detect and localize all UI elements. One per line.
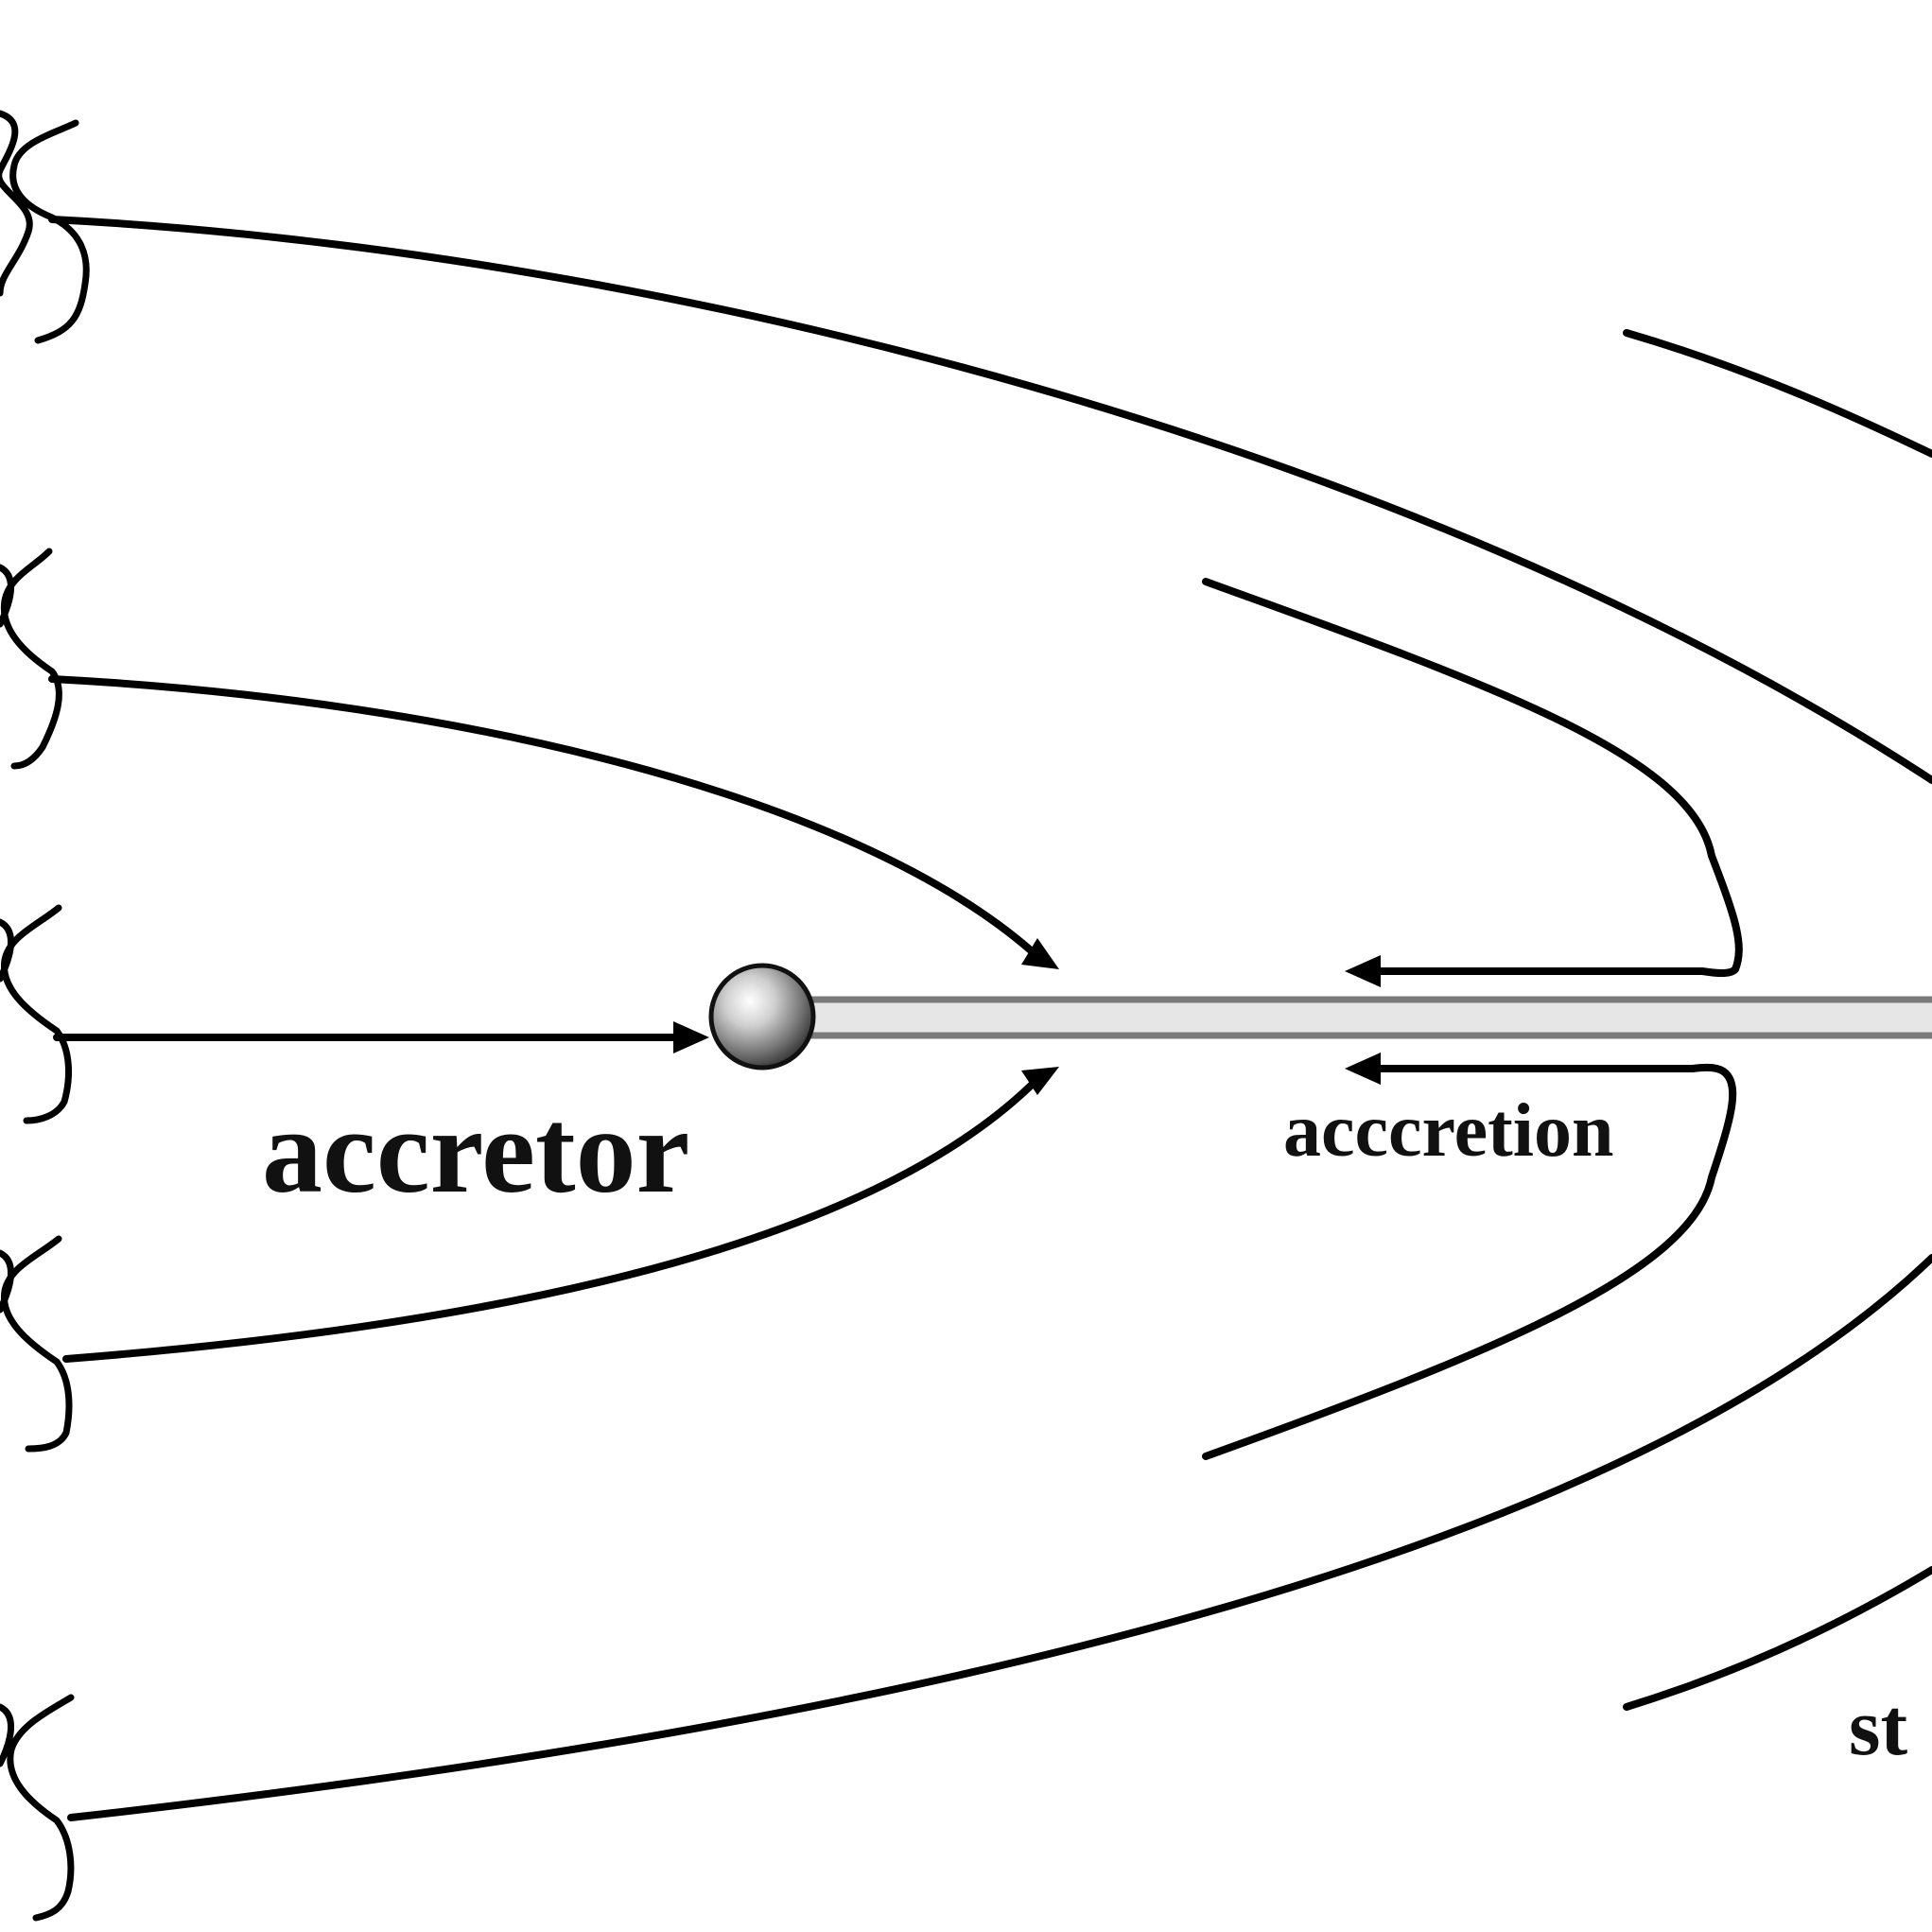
arrowhead-accretion-bottom	[1345, 1053, 1381, 1085]
streamline-mid-top	[48, 675, 1035, 954]
flow-wave-6	[0, 918, 15, 983]
arrowhead-mid-bottom	[1021, 1067, 1059, 1095]
flow-wave-4	[0, 564, 15, 628]
streamline-outer-top	[48, 216, 1932, 784]
star-label: st	[1849, 1681, 1907, 1772]
outer-streamlines	[48, 216, 1932, 1821]
star-arc-top	[1623, 329, 1932, 458]
star-arc-bottom	[1623, 1566, 1932, 1711]
accretion-streamlines	[1202, 578, 1743, 1460]
accretor-label: accretor	[262, 1084, 689, 1218]
accretion-tail	[809, 996, 1932, 1039]
accretion-loop-bottom	[1202, 1063, 1737, 1460]
incoming-flow-marks	[0, 110, 90, 1922]
accretion-label: acccretion	[1283, 1089, 1613, 1173]
flow-wave-2	[9, 119, 90, 344]
star-arcs	[1623, 329, 1932, 1711]
flow-wave-1	[0, 110, 33, 297]
flow-wave-9	[7, 1694, 75, 1922]
streamline-outer-bottom	[67, 1254, 1932, 1821]
streamline-mid-bottom	[62, 1082, 1035, 1363]
accretor-body	[708, 963, 816, 1070]
arrowhead-mid-top	[1021, 938, 1059, 969]
flow-wave-8	[0, 1249, 15, 1314]
accretion-loop-top	[1202, 578, 1743, 978]
flow-wave-7	[0, 1235, 73, 1453]
focusing-streamlines	[48, 675, 1059, 1363]
arrowhead-center	[673, 1021, 709, 1053]
flow-wave-5	[0, 904, 72, 1124]
flow-wave-10	[0, 1703, 15, 1767]
arrowhead-accretion-top	[1345, 955, 1381, 987]
